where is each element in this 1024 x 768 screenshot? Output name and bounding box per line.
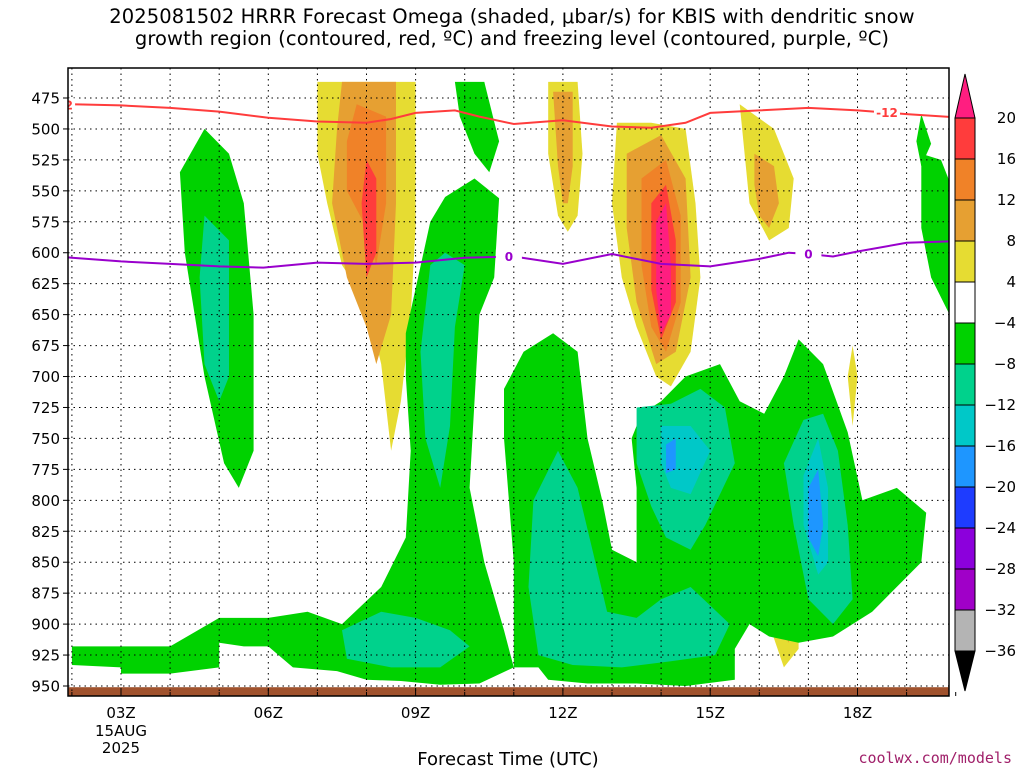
omega-region-32	[916, 114, 932, 167]
colorbar-top-cap	[954, 73, 976, 119]
contour-label-bg	[495, 249, 522, 264]
colorbar-label: 20	[997, 109, 1016, 127]
y-tick-label: 600	[31, 244, 60, 262]
x-tick-label: 18Z	[843, 704, 872, 722]
omega-region-15	[847, 345, 858, 426]
omega-region-5	[553, 91, 573, 204]
colorbar-label: −32	[984, 601, 1016, 619]
plot-frame	[67, 67, 950, 697]
y-tick-label: 550	[31, 182, 60, 200]
colorbar-band	[954, 568, 976, 611]
y-tick-label: 700	[31, 368, 60, 386]
y-tick-label: 675	[31, 337, 60, 355]
x-tick-label: 09Z	[401, 704, 430, 722]
chart-title: 2025081502 HRRR Forecast Omega (shaded, …	[0, 6, 1024, 50]
title-line-1: 2025081502 HRRR Forecast Omega (shaded, …	[109, 5, 915, 28]
x-date-label: 2025	[102, 739, 140, 757]
colorbar-band	[954, 240, 976, 283]
omega-shading	[71, 81, 949, 686]
colorbar-band	[954, 609, 976, 652]
colorbar-label: −4	[994, 314, 1016, 332]
omega-region-18	[199, 215, 229, 402]
colorbar-label: −28	[984, 560, 1016, 578]
omega-region-20	[71, 178, 514, 685]
colorbar-band	[954, 527, 976, 570]
temperature-contours: -12 -12 0 0	[51, 98, 949, 269]
contour-label: 0	[804, 247, 812, 261]
y-tick-label: 875	[31, 585, 60, 603]
contour-label-bg	[873, 105, 900, 120]
y-tick-label: 925	[31, 647, 60, 665]
contour-line--12	[68, 103, 949, 129]
omega-region-30	[808, 469, 824, 556]
colorbar-band	[954, 199, 976, 242]
x-tick-label: 15Z	[696, 704, 725, 722]
y-tick-label: 750	[31, 430, 60, 448]
y-tick-label: 825	[31, 523, 60, 541]
x-tick-label: 06Z	[254, 704, 283, 722]
ground-bar	[68, 687, 949, 696]
contour-label: -12	[51, 99, 73, 113]
omega-region-24	[528, 450, 730, 668]
omega-region-21	[420, 252, 465, 488]
y-tick-label: 475	[31, 90, 60, 108]
y-tick-label: 650	[31, 306, 60, 324]
colorbar-label: 8	[1006, 232, 1016, 250]
colorbar-label: −8	[994, 355, 1016, 373]
x-tick-label: 12Z	[548, 704, 577, 722]
colorbar-band	[954, 404, 976, 447]
title-line-2: growth region (contoured, red, ºC) and f…	[134, 27, 890, 50]
colorbar-band	[954, 363, 976, 406]
colorbar-band	[954, 158, 976, 201]
y-tick-label: 725	[31, 399, 60, 417]
colorbar-label: −16	[984, 437, 1016, 455]
colorbar-label: 12	[997, 191, 1016, 209]
colorbar-band	[954, 486, 976, 529]
contour-label: 0	[505, 250, 513, 264]
colorbar-label: −12	[984, 396, 1016, 414]
x-tick-label: 03Z	[106, 704, 135, 722]
x-axis-title: Forecast Time (UTC)	[417, 749, 598, 768]
colorbar-band	[954, 322, 976, 365]
y-tick-label: 950	[31, 678, 60, 696]
plot-grid	[68, 68, 949, 696]
y-tick-label: 800	[31, 492, 60, 510]
colorbar-bottom-cap	[954, 650, 976, 692]
omega-region-19	[454, 81, 500, 173]
colorbar-band	[954, 445, 976, 488]
contour-label-bg	[795, 246, 822, 261]
y-tick-label: 850	[31, 554, 60, 572]
colorbar-label: −24	[984, 519, 1016, 537]
omega-region-31	[921, 153, 949, 314]
omega-region-10	[656, 203, 671, 334]
colorbar-band	[954, 281, 976, 324]
colorbar-band	[954, 117, 976, 160]
credit-text: coolwx.com/models	[858, 749, 1012, 767]
y-tick-label: 900	[31, 616, 60, 634]
colorbar: 20 16 12 8 4 −4 −8 −12 −16 −20 −24 −28 −32 −36	[954, 73, 1016, 692]
colorbar-label: 4	[1006, 273, 1016, 291]
omega-region-3	[361, 159, 377, 278]
contour-label: -12	[876, 106, 898, 120]
omega-region-22	[342, 611, 470, 668]
colorbar-label: −36	[984, 642, 1016, 660]
y-axis: 475 500 525 550 575 600 625 650 675 700 725 750 775 8…	[31, 90, 68, 696]
y-tick-label: 575	[31, 213, 60, 231]
x-date-label: 15AUG	[95, 722, 147, 740]
y-tick-label: 775	[31, 461, 60, 479]
contour-label-bg	[68, 98, 76, 113]
colorbar-label: −20	[984, 478, 1016, 496]
y-tick-label: 625	[31, 275, 60, 293]
omega-region-27	[666, 438, 676, 474]
y-tick-label: 525	[31, 151, 60, 169]
y-tick-label: 500	[31, 120, 60, 138]
colorbar-label: 16	[997, 150, 1016, 168]
